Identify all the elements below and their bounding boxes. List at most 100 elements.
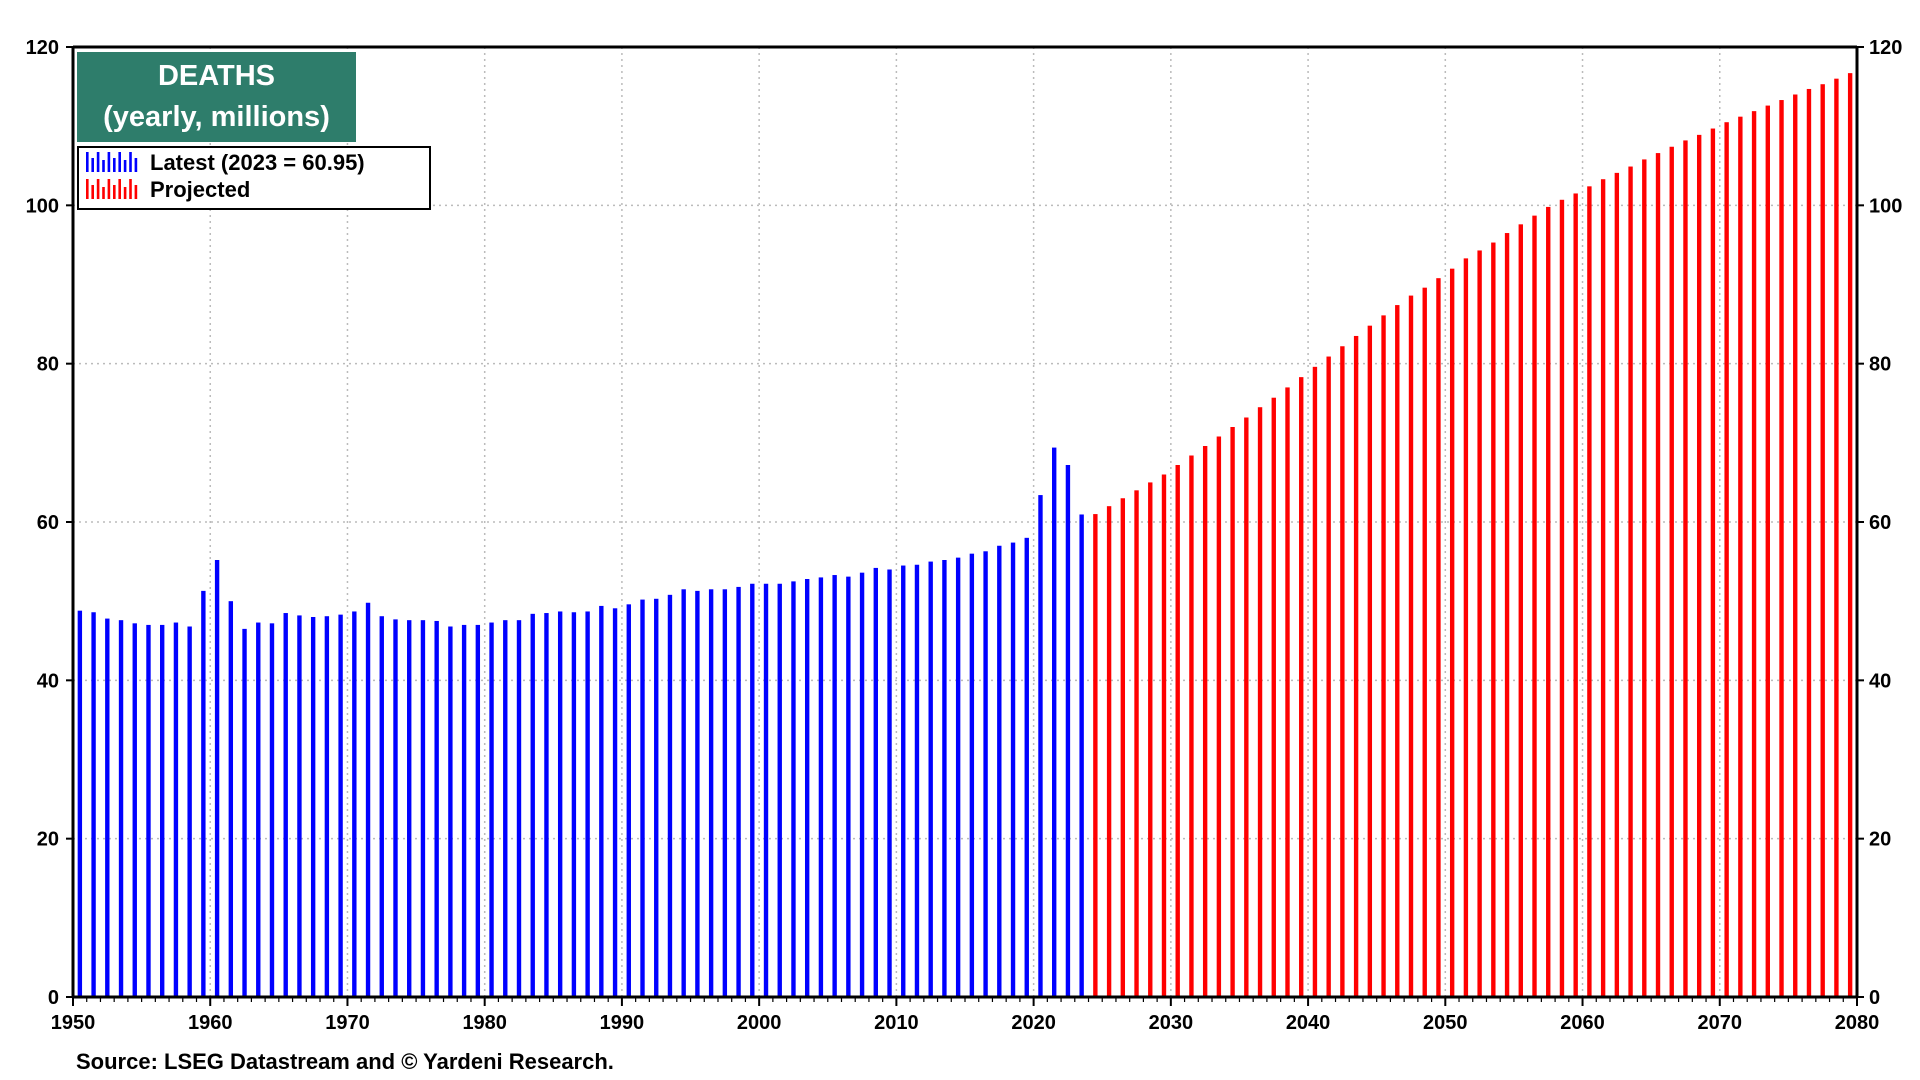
legend-swatch-bar — [134, 158, 138, 172]
bar-latest-2019 — [1024, 537, 1029, 997]
legend-label-latest: Latest (2023 = 60.95) — [150, 150, 365, 175]
bar-latest-1956 — [160, 624, 165, 997]
legend-swatch-bar — [96, 152, 100, 172]
legend-swatch-projected — [86, 179, 138, 199]
axes — [66, 45, 1864, 1006]
bar-projected-2050 — [1449, 268, 1455, 997]
legend-swatch-bar — [123, 160, 127, 172]
bar-projected-2042 — [1340, 346, 1345, 997]
bar-projected-2043 — [1353, 335, 1359, 998]
bar-latest-1989 — [612, 608, 618, 997]
bar-latest-2006 — [846, 576, 851, 998]
bar-latest-1963 — [256, 622, 261, 997]
bar-latest-2013 — [942, 560, 947, 997]
bar-projected-2045 — [1381, 315, 1386, 997]
x-tick-label-2050: 2050 — [1423, 1012, 1468, 1034]
bar-latest-2012 — [928, 561, 933, 997]
grid-lines — [73, 47, 1857, 997]
bar-projected-2049 — [1436, 278, 1441, 997]
bar-projected-2044 — [1367, 325, 1373, 997]
x-tick-label-1990: 1990 — [600, 1012, 645, 1034]
bar-projected-2055 — [1518, 224, 1523, 997]
bar-projected-2074 — [1779, 100, 1784, 998]
bar-latest-1997 — [722, 589, 728, 997]
bar-projected-2077 — [1820, 84, 1825, 997]
x-tick-label-2040: 2040 — [1286, 1012, 1331, 1034]
x-tick-label-2020: 2020 — [1011, 1012, 1056, 1034]
bar-latest-1957 — [173, 622, 179, 997]
legend-swatch-bar — [129, 179, 132, 199]
bar-projected-2040 — [1312, 366, 1318, 998]
bar-projected-2041 — [1326, 356, 1331, 997]
bar-latest-1984 — [544, 613, 549, 997]
legend-swatch-bar — [107, 179, 111, 199]
bar-latest-1980 — [489, 622, 494, 997]
bar-projected-2058 — [1559, 199, 1565, 998]
legend-swatch-latest — [86, 152, 138, 172]
bar-latest-1962 — [242, 628, 247, 998]
y-tick-label-left-40: 40 — [37, 670, 59, 692]
bar-projected-2064 — [1642, 159, 1647, 998]
y-tick-label-right-20: 20 — [1869, 829, 1891, 851]
bar-projected-2070 — [1724, 122, 1729, 997]
x-tick-label-1970: 1970 — [325, 1012, 370, 1034]
bar-projected-2078 — [1834, 78, 1839, 998]
bar-latest-1991 — [640, 599, 645, 997]
bar-latest-1953 — [118, 620, 124, 997]
bar-latest-2002 — [791, 581, 796, 998]
bar-latest-1976 — [434, 620, 439, 997]
bar-projected-2027 — [1134, 490, 1139, 997]
y-tick-label-left-80: 80 — [37, 354, 59, 376]
bar-latest-2003 — [804, 579, 810, 997]
bar-latest-1960 — [214, 560, 220, 997]
bar-latest-2007 — [859, 572, 865, 997]
legend-swatch-bar — [118, 179, 121, 199]
bar-latest-2022 — [1065, 465, 1071, 997]
bar-latest-2017 — [997, 545, 1002, 997]
bar-latest-1987 — [585, 611, 590, 997]
bar-projected-2071 — [1738, 116, 1743, 998]
bar-latest-1973 — [393, 619, 398, 998]
legend-swatch-bar — [107, 152, 111, 172]
legend-label-projected: Projected — [150, 177, 250, 202]
bar-latest-2010 — [901, 565, 906, 997]
bar-latest-1986 — [571, 612, 577, 997]
bar-latest-1967 — [310, 617, 316, 997]
source-note: Source: LSEG Datastream and © Yardeni Re… — [76, 1049, 614, 1074]
bar-projected-2031 — [1189, 455, 1194, 997]
bar-projected-2033 — [1216, 436, 1222, 997]
bar-projected-2056 — [1532, 215, 1537, 998]
bar-latest-1988 — [599, 605, 604, 997]
bar-latest-1974 — [407, 620, 412, 997]
bar-latest-1966 — [297, 615, 302, 997]
bar-projected-2057 — [1546, 206, 1551, 998]
bar-latest-1958 — [187, 626, 192, 997]
chart-subtitle: (yearly, millions) — [103, 101, 330, 133]
y-tick-label-right-40: 40 — [1869, 670, 1891, 692]
bar-latest-1992 — [654, 598, 659, 997]
bar-latest-2005 — [832, 575, 837, 997]
bar-latest-1972 — [379, 616, 384, 997]
y-tick-label-right-100: 100 — [1869, 195, 1902, 217]
legend-swatch-bar — [118, 152, 121, 172]
legend-swatch-bar — [134, 185, 138, 199]
x-tick-label-1980: 1980 — [462, 1012, 507, 1034]
legend: Latest (2023 = 60.95) Projected — [77, 146, 431, 210]
bar-latest-1961 — [228, 601, 234, 997]
y-tick-label-right-120: 120 — [1869, 37, 1902, 59]
bar-projected-2032 — [1202, 446, 1208, 997]
bar-projected-2035 — [1244, 417, 1249, 997]
y-tick-label-left-60: 60 — [37, 512, 59, 534]
bar-latest-1950 — [77, 610, 83, 997]
bar-latest-1994 — [681, 589, 686, 997]
bar-latest-1965 — [283, 613, 288, 997]
bar-latest-1954 — [132, 623, 137, 997]
bar-latest-1970 — [352, 611, 357, 997]
bar-projected-2025 — [1106, 506, 1112, 997]
bar-projected-2060 — [1587, 186, 1592, 997]
bar-latest-1955 — [146, 624, 151, 997]
bar-latest-1977 — [448, 626, 453, 997]
x-tick-label-1950: 1950 — [51, 1012, 96, 1034]
y-tick-label-left-20: 20 — [37, 829, 59, 851]
